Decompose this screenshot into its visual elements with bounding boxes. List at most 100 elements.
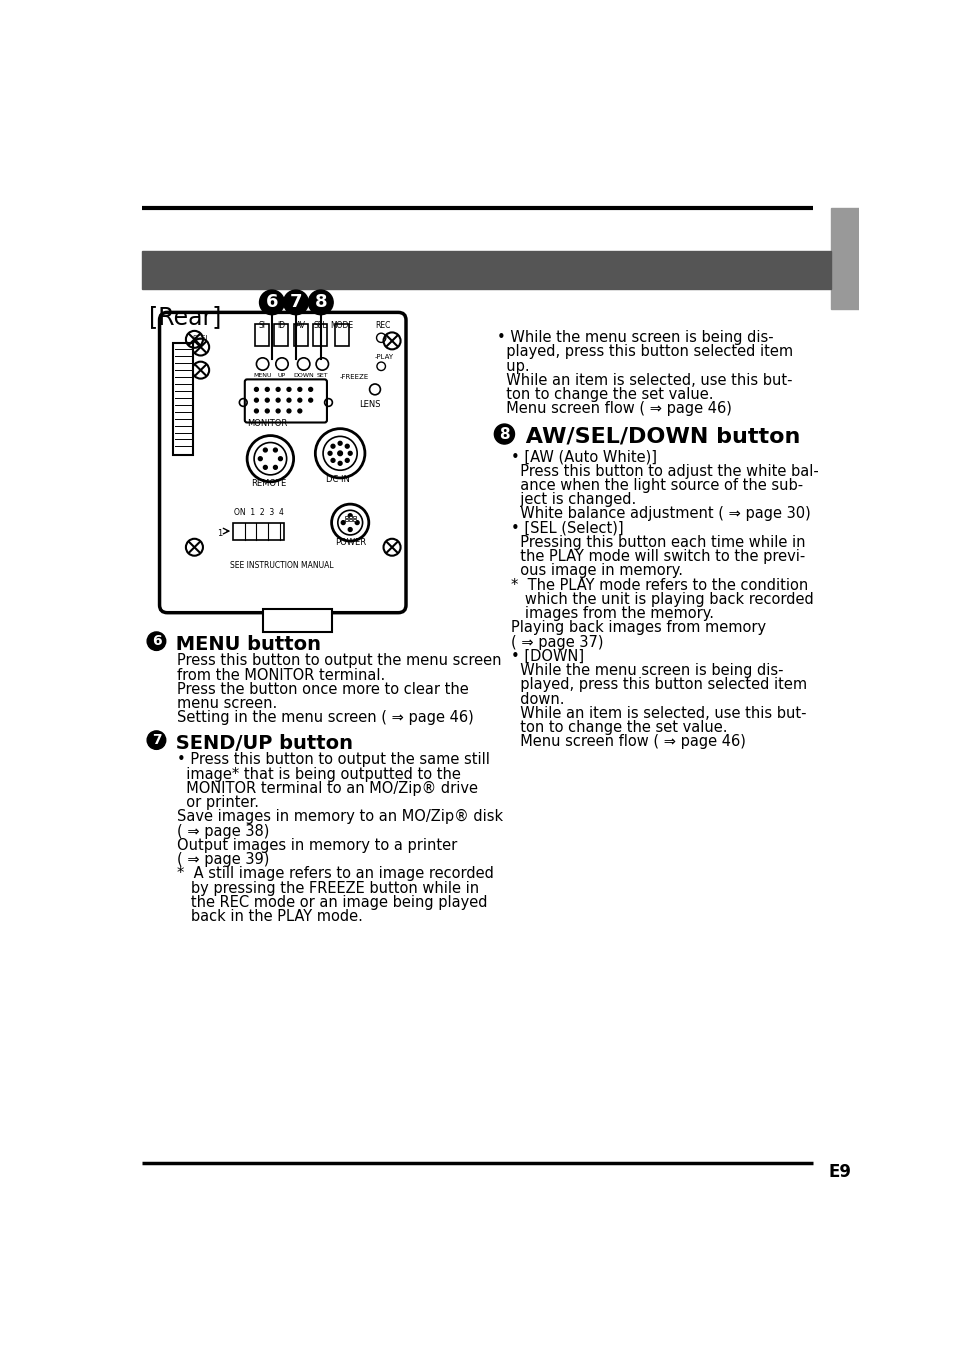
- Circle shape: [309, 388, 313, 391]
- Circle shape: [345, 458, 349, 462]
- Text: While the menu screen is being dis-: While the menu screen is being dis-: [510, 662, 782, 679]
- Bar: [335, 324, 348, 346]
- Circle shape: [297, 399, 301, 402]
- Circle shape: [309, 399, 313, 402]
- Text: White balance adjustment ( ⇒ page 30): White balance adjustment ( ⇒ page 30): [510, 507, 809, 522]
- Text: image* that is being outputted to the: image* that is being outputted to the: [177, 767, 460, 781]
- Text: SEND/UP button: SEND/UP button: [169, 734, 353, 753]
- Text: ( ⇒ page 39): ( ⇒ page 39): [177, 852, 270, 867]
- Text: Press this button to adjust the white bal-: Press this button to adjust the white ba…: [510, 464, 818, 479]
- Circle shape: [276, 388, 280, 391]
- Text: 1: 1: [217, 529, 222, 538]
- Text: back in the PLAY mode.: back in the PLAY mode.: [177, 909, 363, 925]
- Circle shape: [259, 291, 284, 315]
- Text: [Rear]: [Rear]: [149, 304, 221, 329]
- Text: 6: 6: [152, 634, 161, 648]
- Circle shape: [341, 521, 345, 525]
- FancyBboxPatch shape: [159, 312, 406, 612]
- Bar: [344, 519, 348, 521]
- Bar: [344, 515, 348, 518]
- Text: down.: down.: [510, 692, 563, 707]
- Circle shape: [276, 410, 280, 412]
- Circle shape: [254, 410, 258, 412]
- Circle shape: [265, 410, 269, 412]
- Circle shape: [263, 448, 267, 452]
- Text: SCSI: SCSI: [193, 335, 208, 342]
- Text: from the MONITOR terminal.: from the MONITOR terminal.: [177, 668, 385, 683]
- Bar: [142, 250, 830, 289]
- Circle shape: [355, 521, 358, 525]
- Bar: [348, 515, 352, 518]
- Circle shape: [258, 457, 262, 461]
- Text: 8: 8: [314, 293, 327, 311]
- Circle shape: [265, 388, 269, 391]
- Circle shape: [348, 527, 352, 531]
- Text: the PLAY mode will switch to the previ-: the PLAY mode will switch to the previ-: [510, 549, 804, 564]
- Circle shape: [263, 465, 267, 469]
- Circle shape: [337, 461, 342, 465]
- Bar: [233, 523, 283, 539]
- Text: played, press this button selected item: played, press this button selected item: [497, 345, 792, 360]
- Circle shape: [287, 410, 291, 412]
- Circle shape: [147, 731, 166, 749]
- Text: Menu screen flow ( ⇒ page 46): Menu screen flow ( ⇒ page 46): [497, 402, 731, 416]
- Text: DOWN: DOWN: [293, 373, 314, 379]
- Text: by pressing the FREEZE button while in: by pressing the FREEZE button while in: [177, 880, 479, 895]
- Text: SET: SET: [316, 373, 328, 379]
- Text: the REC mode or an image being played: the REC mode or an image being played: [177, 895, 487, 910]
- Bar: [173, 343, 193, 454]
- Text: 8: 8: [498, 426, 509, 442]
- Circle shape: [348, 514, 352, 518]
- Text: -FREEZE: -FREEZE: [340, 375, 369, 380]
- Text: SEE INSTRUCTION MANUAL: SEE INSTRUCTION MANUAL: [230, 561, 334, 571]
- Circle shape: [308, 291, 333, 315]
- Text: ID: ID: [277, 320, 285, 330]
- Circle shape: [283, 291, 308, 315]
- FancyBboxPatch shape: [245, 380, 327, 423]
- Text: • [SEL (Select)]: • [SEL (Select)]: [510, 521, 622, 535]
- Bar: [254, 324, 269, 346]
- Text: • [AW (Auto White)]: • [AW (Auto White)]: [510, 449, 656, 465]
- Circle shape: [287, 388, 291, 391]
- Text: DC IN: DC IN: [326, 475, 350, 484]
- Text: MENU: MENU: [253, 373, 272, 379]
- Circle shape: [331, 445, 335, 448]
- Text: MONITOR: MONITOR: [247, 419, 287, 427]
- Text: AV: AV: [295, 320, 305, 330]
- Text: MENU button: MENU button: [169, 635, 320, 654]
- Text: ON  1  2  3  4: ON 1 2 3 4: [233, 508, 284, 516]
- Bar: [313, 324, 327, 346]
- Bar: [262, 608, 332, 631]
- Bar: [274, 324, 288, 346]
- Bar: [348, 519, 352, 521]
- Text: ton to change the set value.: ton to change the set value.: [497, 387, 713, 402]
- Circle shape: [297, 388, 301, 391]
- Text: Output images in memory to a printer: Output images in memory to a printer: [177, 838, 457, 853]
- Circle shape: [287, 399, 291, 402]
- Circle shape: [265, 399, 269, 402]
- Text: REC: REC: [375, 320, 390, 330]
- Text: Menu screen flow ( ⇒ page 46): Menu screen flow ( ⇒ page 46): [510, 734, 744, 749]
- Text: images from the memory.: images from the memory.: [510, 606, 713, 621]
- Circle shape: [331, 458, 335, 462]
- Text: Setting in the menu screen ( ⇒ page 46): Setting in the menu screen ( ⇒ page 46): [177, 711, 474, 726]
- Text: ous image in memory.: ous image in memory.: [510, 564, 682, 579]
- Circle shape: [328, 452, 332, 456]
- Text: Save images in memory to an MO/Zip® disk: Save images in memory to an MO/Zip® disk: [177, 810, 503, 825]
- Text: ance when the light source of the sub-: ance when the light source of the sub-: [510, 479, 801, 493]
- Text: Press the button once more to clear the: Press the button once more to clear the: [177, 681, 469, 698]
- Bar: [830, 208, 858, 308]
- Text: -PLAY: -PLAY: [375, 354, 394, 360]
- Text: 6: 6: [265, 293, 278, 311]
- Circle shape: [254, 399, 258, 402]
- Circle shape: [278, 457, 282, 461]
- Circle shape: [254, 388, 258, 391]
- Text: menu screen.: menu screen.: [177, 696, 277, 711]
- Text: 7: 7: [152, 733, 161, 748]
- Circle shape: [494, 425, 514, 443]
- Bar: [294, 324, 307, 346]
- Bar: [353, 519, 355, 521]
- Circle shape: [297, 410, 301, 412]
- Text: which the unit is playing back recorded: which the unit is playing back recorded: [510, 592, 813, 607]
- Circle shape: [276, 399, 280, 402]
